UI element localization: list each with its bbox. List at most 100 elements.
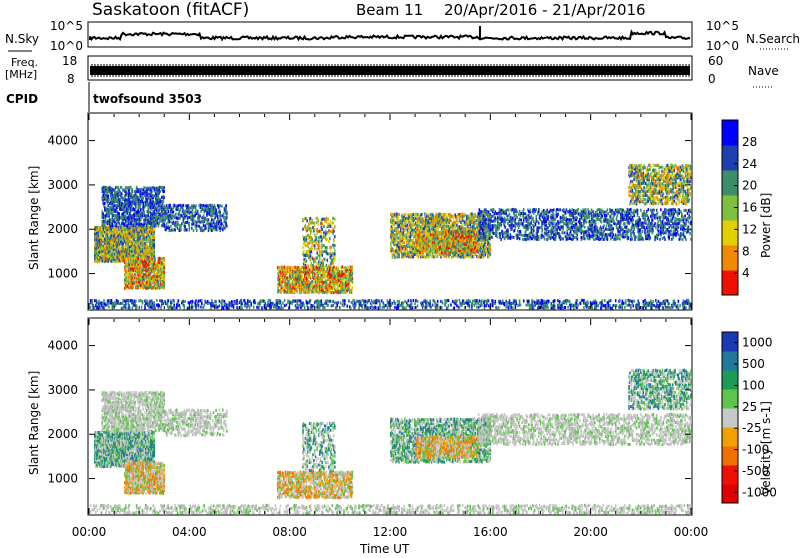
echo-cell	[168, 210, 170, 213]
echo-cell	[328, 240, 330, 243]
echo-cell	[144, 187, 146, 190]
echo-cell	[128, 205, 130, 208]
echo-cell	[448, 213, 450, 216]
echo-cell	[287, 266, 289, 269]
echo-cell	[413, 218, 415, 221]
echo-cell	[203, 224, 205, 227]
echo-cell	[315, 233, 317, 236]
echo-cell	[145, 257, 147, 260]
echo-cell	[314, 224, 316, 227]
echo-cell	[217, 215, 219, 218]
echo-cell	[154, 257, 156, 260]
echo-cell	[189, 222, 191, 225]
freq-tick-bottom: 8	[67, 72, 75, 86]
echo-cell	[352, 269, 354, 272]
echo-cell	[187, 216, 189, 219]
echo-cell	[211, 204, 213, 207]
echo-cell	[327, 222, 329, 225]
echo-cell	[329, 237, 331, 240]
echo-cell	[122, 197, 124, 200]
echo-cell	[163, 200, 165, 203]
echo-cell	[128, 192, 130, 195]
echo-cell	[177, 227, 179, 230]
echo-cell	[449, 213, 451, 216]
echo-cell	[226, 216, 228, 219]
nsky-tick-top: 10^5	[50, 19, 83, 33]
echo-cell	[163, 287, 165, 290]
echo-cell	[311, 247, 313, 250]
echo-cell	[324, 266, 326, 269]
echo-cell	[163, 190, 165, 193]
echo-cell	[163, 266, 165, 269]
echo-cell	[138, 196, 140, 199]
echo-cell	[163, 258, 165, 261]
echo-cell	[305, 224, 307, 227]
echo-cell	[214, 209, 216, 212]
date-range: 20/Apr/2016 - 21/Apr/2016	[444, 1, 646, 19]
echo-cell	[405, 224, 407, 227]
echo-cell	[186, 228, 188, 231]
echo-cell	[151, 190, 153, 193]
echo-cell	[412, 223, 414, 226]
echo-cell	[334, 285, 336, 288]
echo-cell	[343, 270, 345, 273]
echo-cell	[314, 244, 316, 247]
echo-cell	[315, 260, 317, 263]
echo-cell	[316, 221, 318, 224]
echo-cell	[208, 204, 210, 207]
echo-cell	[183, 209, 185, 212]
echo-cell	[312, 264, 314, 267]
echo-cell	[404, 234, 406, 237]
echo-cell	[170, 210, 172, 213]
echo-cell	[206, 204, 208, 207]
echo-cell	[118, 212, 120, 215]
echo-cell	[138, 199, 140, 202]
echo-cell	[418, 213, 420, 216]
echo-cell	[321, 250, 323, 253]
echo-cell	[318, 236, 320, 239]
echo-cell	[135, 205, 137, 208]
echo-cell	[451, 256, 453, 259]
echo-cell	[301, 275, 303, 278]
echo-cell	[407, 239, 409, 242]
echo-cell	[350, 274, 352, 277]
echo-cell	[216, 228, 218, 231]
echo-cell	[206, 223, 208, 226]
echo-cell	[306, 217, 308, 220]
echo-cell	[107, 201, 109, 204]
echo-cell	[225, 216, 227, 219]
echo-cell	[310, 254, 312, 257]
echo-cell	[302, 228, 304, 231]
echo-cell	[107, 204, 109, 207]
echo-cell	[412, 233, 414, 236]
echo-cell	[143, 197, 145, 200]
echo-cell	[413, 223, 415, 226]
echo-cell	[410, 214, 412, 217]
echo-cell	[324, 218, 326, 221]
echo-cell	[195, 204, 197, 207]
echo-cell	[170, 225, 172, 228]
echo-cell	[322, 262, 324, 265]
echo-cell	[409, 243, 411, 246]
echo-cell	[202, 229, 204, 232]
echo-cell	[143, 210, 145, 213]
echo-cell	[153, 195, 155, 198]
echo-cell	[402, 213, 404, 216]
echo-cell	[334, 244, 336, 247]
echo-cell	[134, 223, 136, 226]
echo-cell	[334, 218, 336, 221]
freq-band	[90, 66, 690, 75]
echo-cell	[199, 215, 201, 218]
echo-cell	[146, 287, 148, 290]
echo-cell	[326, 220, 328, 223]
echo-cell	[407, 224, 409, 227]
nave-tick-bottom: 0	[708, 72, 716, 86]
echo-cell	[163, 271, 165, 274]
echo-cell	[211, 218, 213, 221]
echo-cell	[450, 223, 452, 226]
echo-cell	[286, 276, 288, 279]
echo-cell	[326, 217, 328, 220]
beam-label: Beam 11	[356, 1, 423, 19]
echo-cell	[403, 241, 405, 244]
echo-cell	[319, 276, 321, 279]
